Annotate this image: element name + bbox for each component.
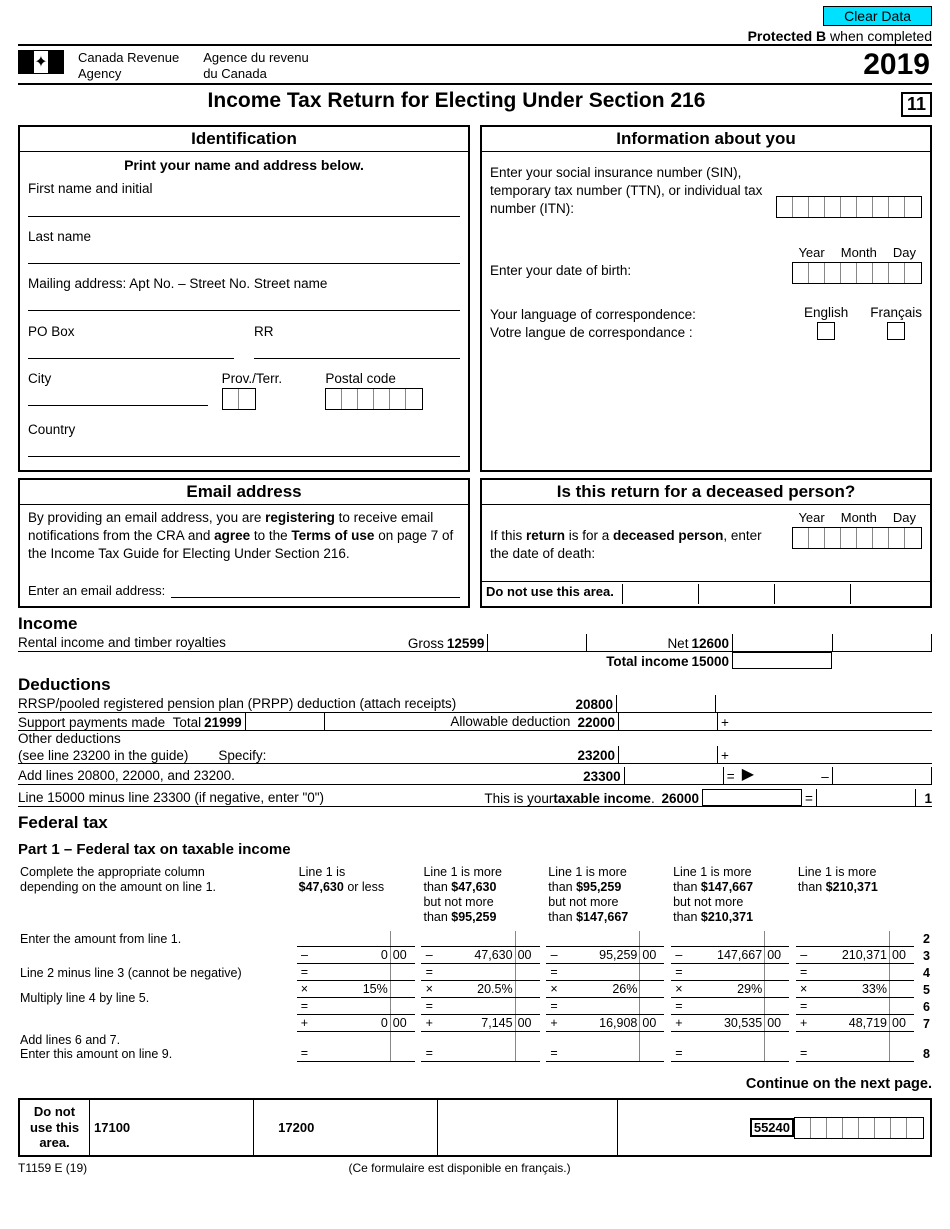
sin-input[interactable] [776, 196, 922, 218]
net-copy-input[interactable] [832, 634, 932, 651]
pobox-input[interactable] [28, 341, 234, 359]
rr-label: RR [254, 323, 460, 341]
prov-input[interactable] [222, 388, 256, 410]
email-note: By providing an email address, you are r… [20, 505, 468, 568]
prov-label: Prov./Terr. [222, 370, 312, 388]
sin-label: Enter your social insurance number (SIN)… [490, 164, 766, 219]
box-17100[interactable] [134, 1100, 254, 1155]
lang-fr-label: Votre langue de correspondance : [490, 324, 782, 342]
other-ded-input[interactable] [618, 746, 718, 763]
deceased-heading: Is this return for a deceased person? [482, 480, 930, 505]
agency-name: Canada RevenueAgency Agence du revenudu … [78, 48, 863, 83]
canada-flag-icon: ✦ [18, 48, 78, 83]
arrow-icon: ▶ [738, 764, 758, 784]
protected-label: Protected B when completed [18, 28, 932, 44]
pobox-label: PO Box [28, 323, 234, 341]
dnu-label: Do not use this area. [486, 584, 614, 604]
country-input[interactable] [28, 439, 460, 457]
part1-heading: Part 1 – Federal tax on taxable income [18, 841, 932, 858]
last-name-label: Last name [28, 228, 460, 246]
line23300-copy-input[interactable] [832, 767, 932, 784]
income-heading: Income [18, 614, 932, 634]
postal-input[interactable] [325, 388, 423, 410]
gross-input[interactable] [487, 634, 587, 651]
death-date-input[interactable] [792, 527, 922, 549]
lang-en-label: Your language of correspondence: [490, 306, 782, 324]
rrsp-input[interactable] [616, 695, 716, 712]
form-number: T1159 E (19) [18, 1161, 87, 1175]
form-code-box: 11 [901, 92, 932, 117]
deductions-heading: Deductions [18, 675, 932, 695]
dob-label: Enter your date of birth: [490, 262, 782, 280]
box-55240[interactable] [794, 1117, 924, 1139]
day-label: Day [893, 244, 916, 262]
french-note: (Ce formulaire est disponible en françai… [87, 1161, 832, 1175]
dnu-area [622, 584, 926, 604]
federal-tax-table: Complete the appropriate columndepending… [18, 864, 932, 1063]
email-heading: Email address [20, 480, 468, 505]
last-name-input[interactable] [28, 246, 460, 264]
info-you-heading: Information about you [482, 127, 930, 152]
mailing-label: Mailing address: Apt No. – Street No. St… [28, 275, 460, 293]
rr-input[interactable] [254, 341, 460, 359]
first-name-label: First name and initial [28, 180, 460, 198]
continue-label: Continue on the next page. [18, 1076, 932, 1092]
city-input[interactable] [28, 388, 208, 406]
city-label: City [28, 370, 208, 388]
support-label: Support payments made [18, 715, 165, 730]
rrsp-label: RRSP/pooled registered pension plan (PRP… [18, 695, 572, 712]
country-label: Country [28, 421, 460, 439]
francais-checkbox[interactable] [887, 322, 905, 340]
english-checkbox[interactable] [817, 322, 835, 340]
year-label: Year [798, 244, 824, 262]
total-income-label: Total income [606, 654, 688, 669]
clear-data-button[interactable]: Clear Data [823, 6, 932, 26]
form-title: Income Tax Return for Electing Under Sec… [18, 85, 895, 119]
english-label: English [804, 304, 848, 322]
mailing-input[interactable] [28, 293, 460, 311]
email-input[interactable] [171, 580, 460, 598]
francais-label: Français [870, 304, 922, 322]
print-instruction: Print your name and address below. [28, 156, 460, 175]
see-guide-label: (see line 23200 in the guide) [18, 748, 188, 763]
postal-label: Postal code [325, 370, 460, 388]
total-income-input[interactable] [732, 652, 832, 669]
tax-year: 2019 [863, 48, 932, 83]
taxable-income-input[interactable] [702, 789, 802, 806]
taxable-calc-label: Line 15000 minus line 23300 (if negative… [18, 789, 484, 806]
dob-input[interactable] [792, 262, 922, 284]
taxable-income-copy-input[interactable] [816, 789, 916, 806]
other-ded-label: Other deductions [18, 731, 932, 746]
line23300-input[interactable] [624, 767, 724, 784]
month-label: Month [841, 244, 877, 262]
rental-label: Rental income and timber royalties [18, 634, 408, 651]
support-total-input[interactable] [245, 713, 325, 730]
identification-heading: Identification [20, 127, 468, 152]
deceased-text: If this return is for a deceased person,… [490, 527, 782, 563]
first-name-input[interactable] [28, 199, 460, 217]
allowable-input[interactable] [618, 713, 718, 730]
add-lines-label: Add lines 20800, 22000, and 23200. [18, 767, 580, 784]
box-17200[interactable] [318, 1100, 438, 1155]
bottom-dnu-area: Do not use this area. 17100 17200 55240 [18, 1098, 932, 1157]
federal-tax-heading: Federal tax [18, 813, 932, 833]
email-enter-label: Enter an email address: [28, 583, 165, 598]
net-input[interactable] [732, 634, 832, 651]
